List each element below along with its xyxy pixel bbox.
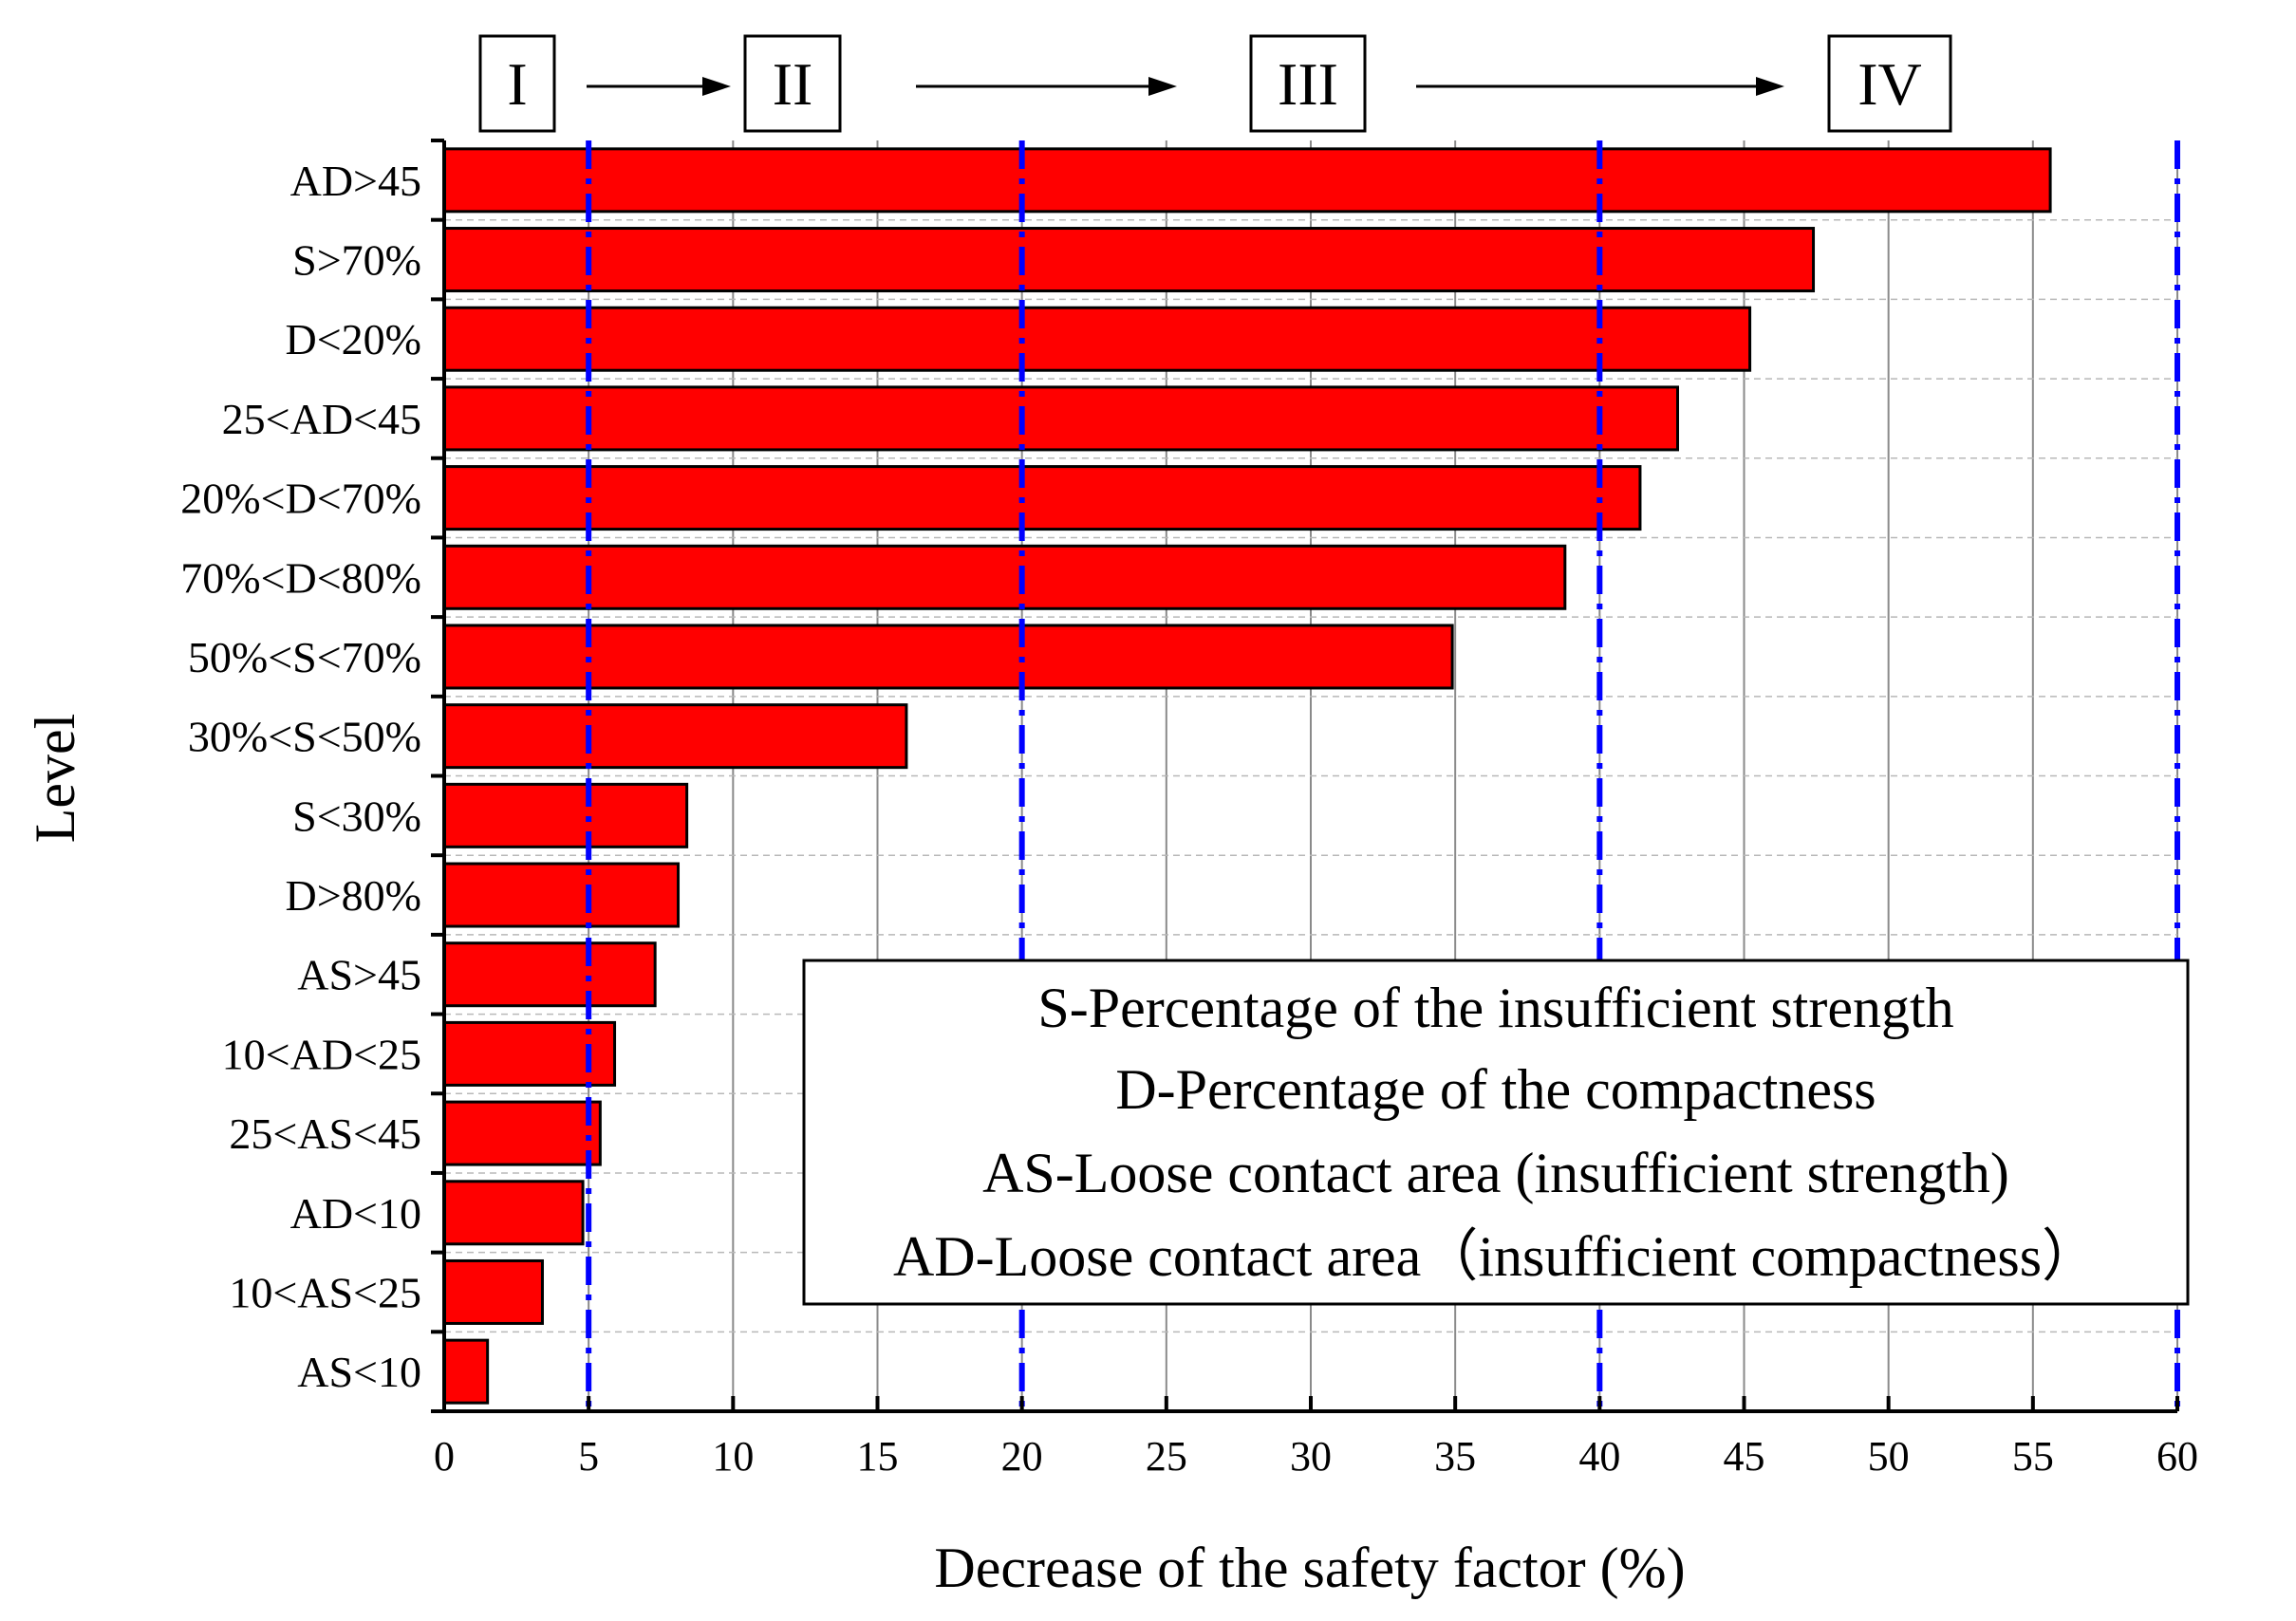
category-label: 20%<D<70% bbox=[180, 475, 421, 523]
x-tick-label: 55 bbox=[2012, 1433, 2054, 1480]
category-label: 25<AD<45 bbox=[222, 395, 421, 443]
x-tick-label: 30 bbox=[1290, 1433, 1332, 1480]
category-label: AS>45 bbox=[297, 951, 421, 999]
bar bbox=[442, 941, 657, 1008]
bar bbox=[442, 1258, 544, 1325]
stage-arrowhead bbox=[702, 77, 731, 96]
bar bbox=[442, 147, 2052, 214]
category-label: AS<10 bbox=[297, 1348, 421, 1396]
category-label: S>70% bbox=[292, 236, 421, 285]
x-tick-label: 50 bbox=[1868, 1433, 1910, 1480]
bar bbox=[442, 624, 1454, 690]
bar bbox=[442, 227, 1816, 293]
bars bbox=[442, 147, 2052, 1405]
legend-line-as: AS-Loose contact area (insufficient stre… bbox=[982, 1142, 2009, 1204]
stage-labels: I II III IV bbox=[478, 34, 1952, 133]
legend-line-ad: AD-Loose contact area（insufficient compa… bbox=[893, 1225, 2099, 1288]
stage-label: II bbox=[773, 50, 813, 118]
y-axis-title: Level bbox=[24, 714, 86, 844]
stage-box bbox=[1827, 34, 1952, 133]
stage-label: IV bbox=[1857, 50, 1922, 118]
x-tick-label: 5 bbox=[578, 1433, 599, 1480]
bar bbox=[442, 1100, 602, 1166]
bar bbox=[442, 703, 908, 770]
stage-box bbox=[1249, 34, 1367, 133]
legend: S-Percentage of the insufficient strengt… bbox=[802, 959, 2190, 1306]
category-label: D<20% bbox=[286, 315, 421, 363]
bar bbox=[442, 465, 1642, 531]
x-tick-label: 60 bbox=[2156, 1433, 2198, 1480]
bar bbox=[442, 782, 689, 848]
legend-line-s: S-Percentage of the insufficient strengt… bbox=[1037, 977, 1953, 1039]
category-label: 50%<S<70% bbox=[188, 633, 421, 681]
category-label: AD>45 bbox=[290, 157, 421, 205]
category-label: 30%<S<50% bbox=[188, 713, 421, 761]
category-label: 25<AS<45 bbox=[229, 1109, 421, 1158]
bar bbox=[442, 862, 681, 928]
bar bbox=[442, 1180, 585, 1246]
category-label: 10<AS<25 bbox=[229, 1268, 421, 1316]
stage-label: III bbox=[1278, 50, 1338, 118]
axes: 0 5 10 15 20 25 30 35 40 45 50 55 60 AD>45 S>70% D<20% 2… bbox=[180, 139, 2198, 1480]
category-label: AD<10 bbox=[290, 1189, 421, 1238]
legend-box bbox=[802, 959, 2190, 1306]
x-tick-label: 25 bbox=[1146, 1433, 1187, 1480]
bar bbox=[442, 544, 1567, 610]
category-label: 70%<D<80% bbox=[180, 553, 421, 602]
stage-box bbox=[478, 34, 556, 133]
x-tick-label: 20 bbox=[1001, 1433, 1043, 1480]
x-tick-label: 10 bbox=[712, 1433, 754, 1480]
stage-arrowhead bbox=[1148, 77, 1177, 96]
x-tick-label: 35 bbox=[1434, 1433, 1476, 1480]
legend-line-d: D-Percentage of the compactness bbox=[1115, 1058, 1876, 1121]
bar bbox=[442, 385, 1680, 452]
category-label: D>80% bbox=[286, 871, 421, 920]
x-tick-label: 45 bbox=[1724, 1433, 1765, 1480]
category-label: 10<AD<25 bbox=[222, 1030, 421, 1078]
bar bbox=[442, 1338, 490, 1405]
x-tick-label: 15 bbox=[857, 1433, 899, 1480]
stage-arrowhead bbox=[1756, 77, 1784, 96]
x-tick-label: 40 bbox=[1578, 1433, 1620, 1480]
x-axis-title: Decrease of the safety factor (%) bbox=[934, 1537, 1685, 1599]
stage-box bbox=[743, 34, 842, 133]
stage-label: I bbox=[507, 50, 527, 118]
x-tick-label: 0 bbox=[434, 1433, 455, 1480]
category-label: S<30% bbox=[292, 792, 421, 840]
bar bbox=[442, 306, 1752, 372]
